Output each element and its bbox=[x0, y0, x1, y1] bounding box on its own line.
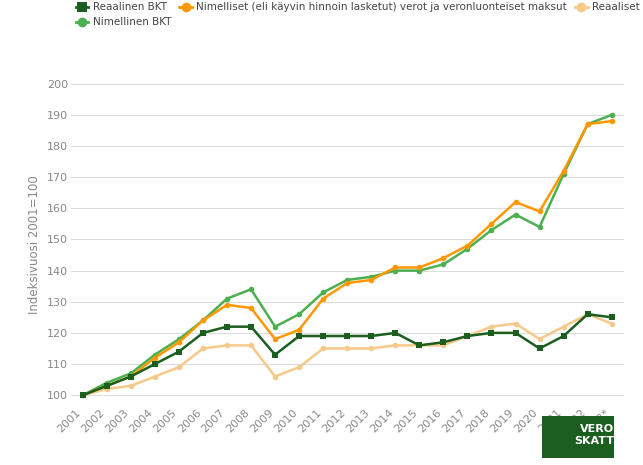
Legend: Reaalinen BKT, Nimellinen BKT, Nimelliset (eli käyvin hinnoin lasketut) verot ja: Reaalinen BKT, Nimellinen BKT, Nimellise… bbox=[76, 2, 643, 27]
FancyBboxPatch shape bbox=[542, 416, 614, 458]
Y-axis label: Indeksivuosi 2001=100: Indeksivuosi 2001=100 bbox=[28, 175, 41, 313]
Text: VERO
SKATT: VERO SKATT bbox=[574, 424, 614, 445]
